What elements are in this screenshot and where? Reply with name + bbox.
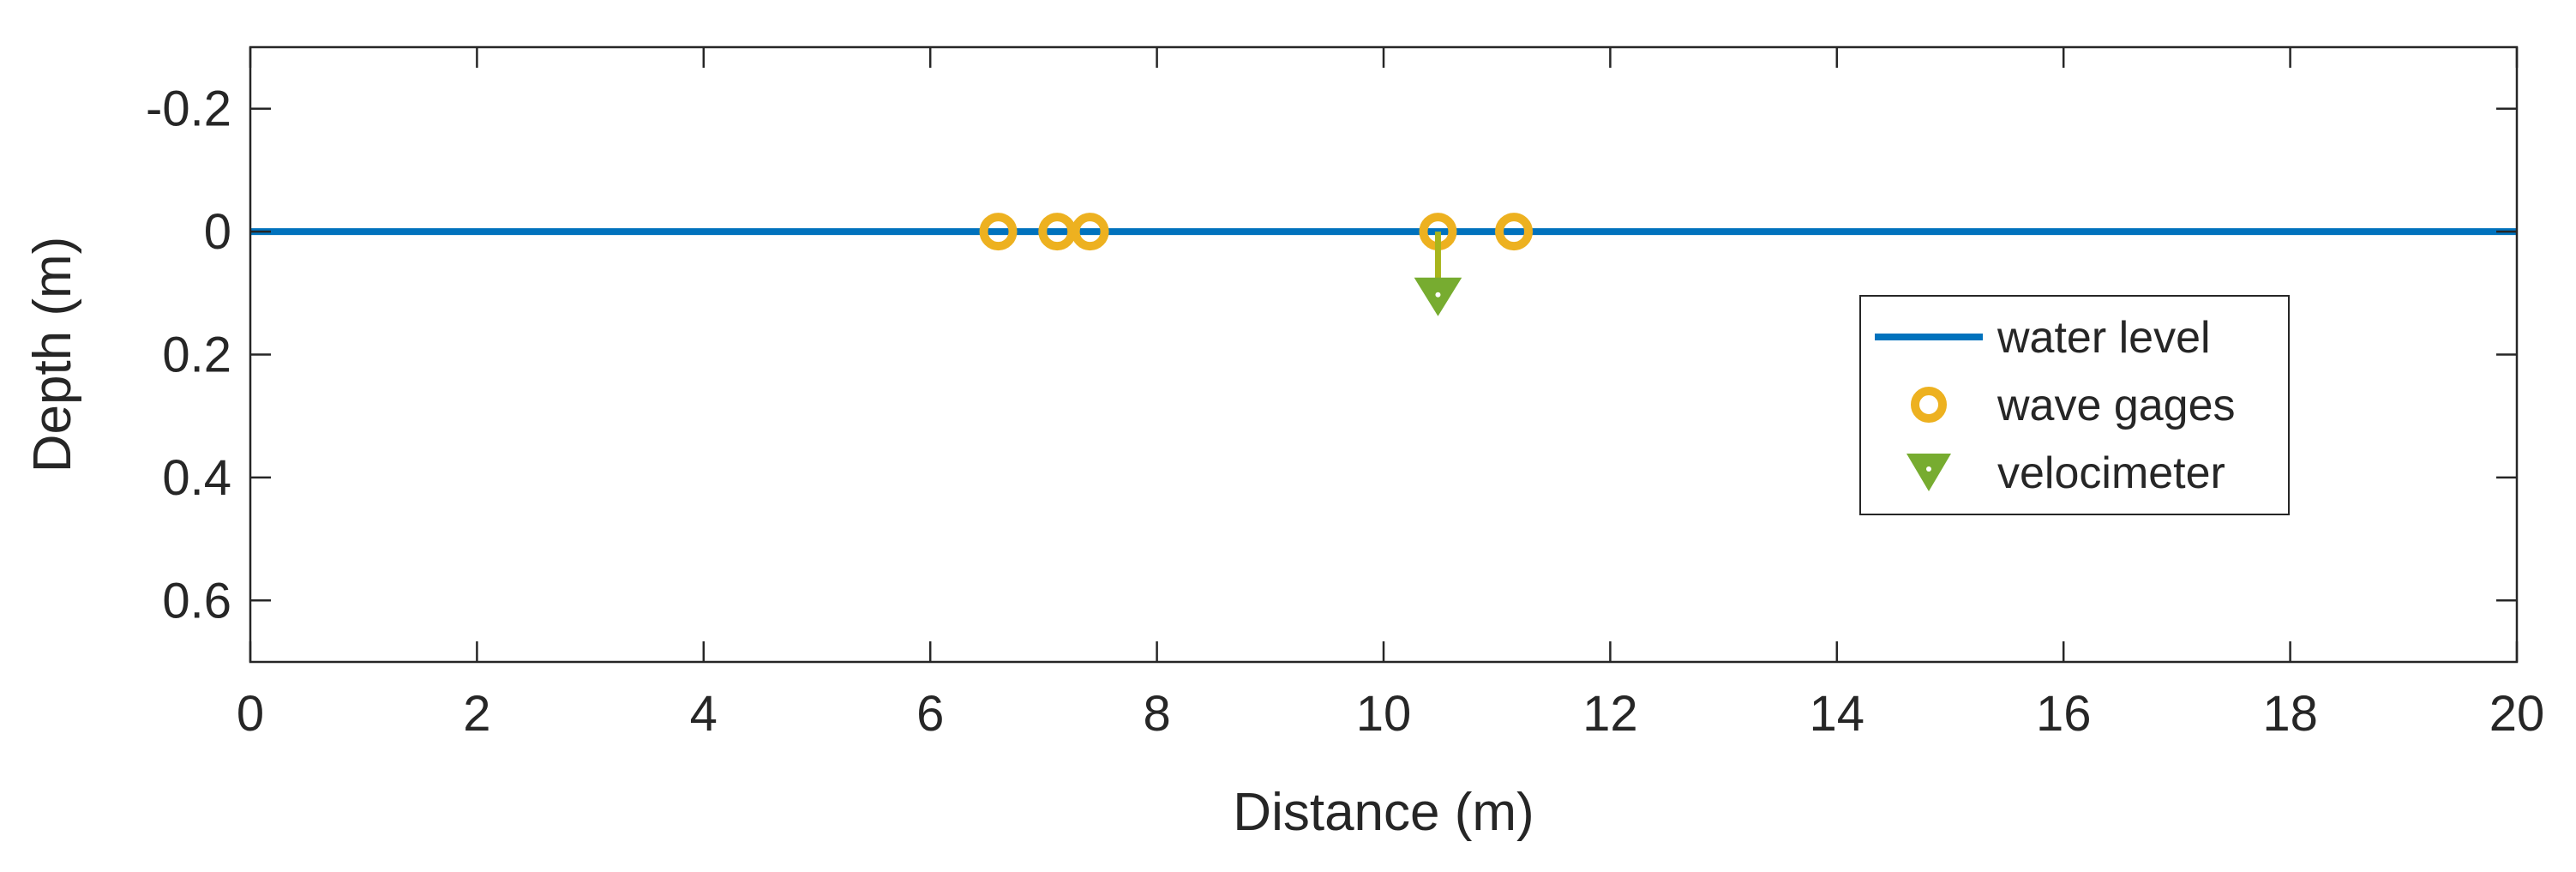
x-axis-title: Distance (m) <box>1233 783 1534 842</box>
y-axis-title: Depth (m) <box>23 237 82 473</box>
y-tick-label: 0.4 <box>162 450 231 506</box>
velocimeter-marker-center <box>1435 292 1441 298</box>
x-tick-label: 16 <box>2036 686 2092 742</box>
legend-label: velocimeter <box>1997 448 2225 498</box>
x-tick-label: 12 <box>1582 686 1638 742</box>
x-tick-label: 20 <box>2489 686 2545 742</box>
x-tick-label: 0 <box>237 686 264 742</box>
x-tick-label: 18 <box>2262 686 2318 742</box>
legend: water level wave gages velocimeter <box>1859 295 2290 515</box>
y-tick-label: -0.2 <box>146 81 231 137</box>
wave-gage-marker <box>1495 213 1534 251</box>
x-tick-label: 10 <box>1356 686 1412 742</box>
axes-layer <box>249 45 2519 664</box>
series-layer <box>250 213 2517 316</box>
y-tick-label: 0.6 <box>162 573 231 628</box>
x-tick-label: 8 <box>1143 686 1170 742</box>
y-tick-labels: -0.2 0 0.2 0.4 0.6 <box>146 81 231 629</box>
x-tick-label: 2 <box>463 686 490 742</box>
x-tick-label: 14 <box>1810 686 1865 742</box>
wave-gage-marker <box>1071 213 1109 251</box>
x-tick-labels: 0 2 4 6 8 10 12 14 16 18 20 <box>237 686 2544 742</box>
legend-label: water level <box>1997 313 2211 363</box>
y-tick-label: 0.2 <box>162 328 231 383</box>
legend-swatch-velocimeter <box>1906 454 1951 491</box>
wave-gage-marker <box>979 213 1018 251</box>
y-tick-label: 0 <box>204 204 231 260</box>
legend-swatch-velocimeter-center <box>1926 466 1931 472</box>
legend-swatch-wave-gages <box>1911 387 1947 423</box>
legend-label: wave gages <box>1997 381 2236 430</box>
x-tick-label: 6 <box>916 686 944 742</box>
x-tick-label: 4 <box>690 686 718 742</box>
